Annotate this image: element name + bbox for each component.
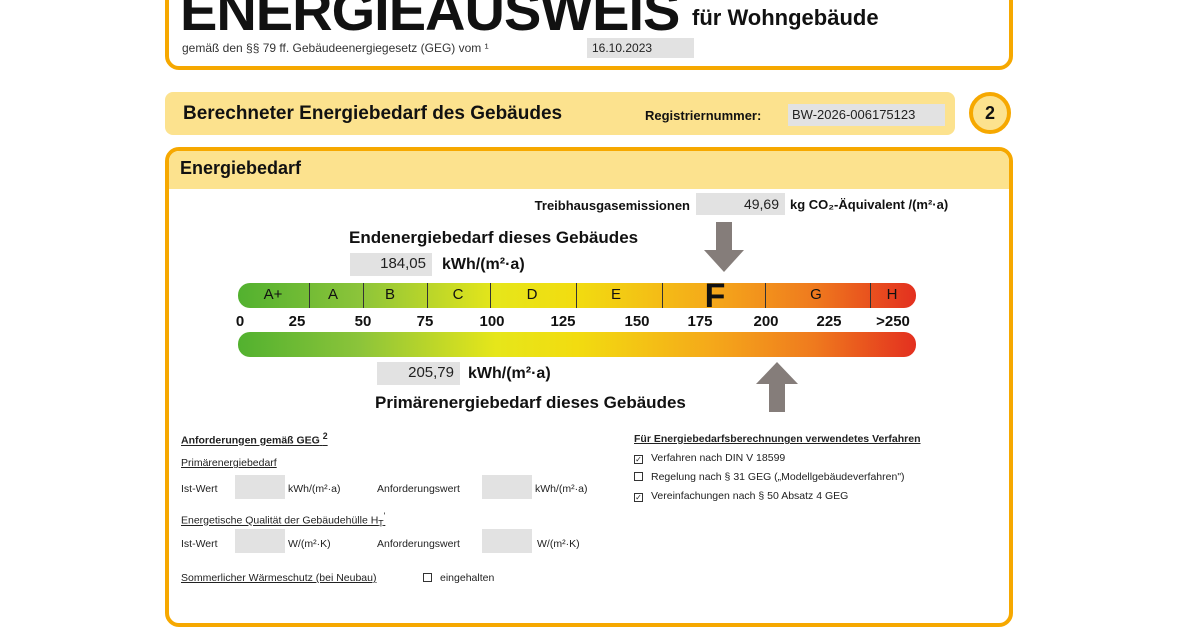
method-item-simplification[interactable]: ✓ Vereinfachungen nach § 50 Absatz 4 GEG: [634, 490, 849, 502]
law-date-field[interactable]: 16.10.2023: [587, 38, 694, 58]
method-item-din[interactable]: ✓ Verfahren nach DIN V 18599: [634, 452, 786, 464]
method-title: Für Energiebedarfsberechnungen verwendet…: [634, 433, 921, 445]
class-label: H: [886, 286, 898, 303]
page-number-badge: 2: [969, 92, 1011, 134]
class-label: D: [526, 286, 538, 303]
scale-tick: 175: [687, 313, 713, 330]
header-box: [165, 0, 1013, 70]
scale-tick: 125: [550, 313, 576, 330]
scale-tick: 0: [235, 313, 245, 330]
scale-tick: 75: [416, 313, 434, 330]
registration-number-field[interactable]: BW-2026-006175123: [788, 104, 945, 126]
hull-quality-heading: Energetische Qualität der Gebäudehülle H…: [181, 511, 386, 529]
ghg-label: Treibhausgasemissionen: [534, 198, 690, 213]
document-subtitle: für Wohngebäude: [692, 5, 879, 30]
energy-header-bar: [169, 151, 1009, 189]
scale-tick: 25: [288, 313, 306, 330]
end-energy-label: Endenergiebedarf dieses Gebäudes: [349, 228, 639, 247]
end-energy-value-field[interactable]: 184,05: [350, 253, 432, 276]
end-energy-arrow-head: [704, 250, 744, 272]
ist-label: Ist-Wert: [181, 538, 218, 550]
primary-energy-arrow-head: [756, 362, 798, 384]
scale-tick: 150: [624, 313, 650, 330]
energy-box: [165, 147, 1013, 627]
primary-energy-arrow-up: [769, 384, 785, 412]
ghg-unit: kg CO₂-Äquivalent /(m²·a): [790, 197, 949, 212]
primary-energy-scale: [238, 332, 916, 357]
class-label: G: [810, 286, 822, 303]
class-label: B: [384, 286, 396, 303]
law-text: gemäß den §§ 79 ff. Gebäudeenergiegesetz…: [182, 41, 489, 55]
primary-energy-label: Primärenergiebedarf dieses Gebäudes: [375, 393, 686, 412]
anforderung-label: Anforderungswert: [377, 538, 460, 550]
summer-protection-checkbox[interactable]: eingehalten: [423, 572, 494, 584]
energy-class-scale: A+ A B C D E F G H: [238, 277, 916, 315]
scale-tick: 100: [479, 313, 505, 330]
ist-label: Ist-Wert: [181, 483, 218, 495]
method-item-model[interactable]: Regelung nach § 31 GEG („Modellgebäudeve…: [634, 471, 905, 483]
current-class-label: F: [704, 277, 726, 315]
class-label: A+: [263, 286, 283, 303]
scale-tick: 225: [816, 313, 842, 330]
class-label: A: [327, 286, 339, 303]
unit-label: W/(m²·K): [537, 538, 580, 550]
unit-label: W/(m²·K): [288, 538, 331, 550]
registration-label: Registriernummer:: [645, 108, 762, 123]
scale-tick: 50: [354, 313, 372, 330]
requirements-title: Anforderungen gemäß GEG 2: [181, 431, 328, 447]
ghg-value-field[interactable]: 49,69: [696, 193, 785, 215]
primary-anforderung-field[interactable]: [482, 475, 532, 499]
document-title: ENERGIEAUSWEIS: [180, 0, 680, 42]
end-energy-arrow-down: [716, 222, 732, 250]
scale-tick: >250: [876, 313, 910, 330]
summer-protection-label: Sommerlicher Wärmeschutz (bei Neubau): [181, 572, 377, 584]
anforderung-label: Anforderungswert: [377, 483, 460, 495]
primary-requirement-heading: Primärenergiebedarf: [181, 457, 277, 469]
hull-anforderung-field[interactable]: [482, 529, 532, 553]
class-label: C: [452, 286, 464, 303]
section-title: Berechneter Energiebedarf des Gebäudes: [183, 103, 563, 124]
unit-label: kWh/(m²·a): [288, 483, 341, 495]
primary-energy-unit: kWh/(m²·a): [468, 365, 551, 382]
hull-ist-field[interactable]: [235, 529, 285, 553]
primary-ist-field[interactable]: [235, 475, 285, 499]
unit-label: kWh/(m²·a): [535, 483, 588, 495]
energy-heading: Energiebedarf: [180, 158, 302, 178]
primary-energy-value-field[interactable]: 205,79: [377, 362, 460, 385]
class-label: E: [610, 286, 622, 303]
end-energy-unit: kWh/(m²·a): [442, 256, 525, 273]
scale-tick: 200: [753, 313, 779, 330]
